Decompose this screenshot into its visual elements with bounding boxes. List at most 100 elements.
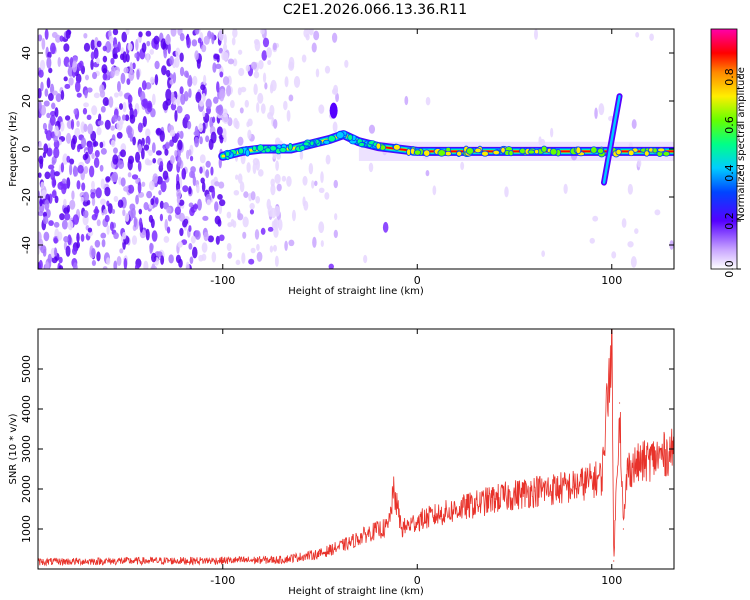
spectral-noise-blob — [54, 107, 59, 118]
spectral-noise-blob — [183, 91, 189, 102]
spectral-noise-blob — [144, 158, 151, 166]
spectral-noise-blob — [54, 171, 60, 177]
spectral-noise-blob — [177, 139, 183, 151]
spectral-noise-blob — [60, 90, 65, 101]
y-tick-label: -40 — [20, 236, 33, 254]
spectral-noise-blob — [38, 88, 42, 99]
spectral-noise-blob — [274, 173, 281, 184]
ridge-blob — [375, 142, 382, 150]
spectral-noise-blob — [273, 227, 279, 238]
spectral-noise-blob — [164, 219, 168, 231]
ridge-blob — [549, 148, 558, 156]
spectral-noise-blob — [205, 160, 211, 168]
spectral-noise-blob — [266, 198, 271, 211]
spectral-noise-blob — [212, 62, 217, 73]
spectral-noise-blob — [318, 104, 325, 114]
spectral-noise-blob — [64, 212, 71, 221]
ridge-blob — [643, 150, 650, 157]
spectral-noise-blob — [94, 150, 100, 158]
spectral-noise-blob — [244, 99, 249, 108]
spectral-noise-blob — [274, 137, 281, 146]
snr-point — [626, 468, 628, 470]
spectral-noise-blob — [137, 122, 143, 133]
spectral-noise-blob — [230, 218, 235, 227]
ridge-blob — [309, 140, 315, 146]
spectral-noise-blob — [160, 38, 167, 50]
spectral-noise-blob — [331, 32, 338, 43]
spectral-noise-blob — [311, 42, 317, 53]
spectral-noise-blob — [141, 42, 147, 53]
spectral-noise-blob — [186, 120, 192, 130]
spectral-noise-blob — [286, 109, 291, 122]
spike-core — [602, 94, 621, 184]
spectral-noise-blob — [48, 92, 54, 102]
spectral-noise-blob — [160, 255, 165, 265]
spectral-noise-blob — [142, 98, 149, 109]
spectral-noise-blob — [191, 39, 198, 47]
spectral-noise-blob — [50, 110, 56, 117]
spectral-noise-blob — [255, 195, 261, 204]
spectral-noise-blob — [368, 124, 376, 134]
spectral-noise-blob — [76, 145, 81, 153]
ridge-blob — [627, 149, 635, 157]
snr-point — [613, 560, 615, 562]
ridge-blob — [323, 139, 331, 145]
spectral-noise-blob — [175, 47, 181, 58]
spectral-noise-blob — [222, 128, 227, 139]
spectral-noise-blob — [254, 229, 260, 240]
ridge-blob — [287, 143, 293, 151]
spectral-noise-blob — [89, 165, 95, 178]
spectral-noise-blob — [81, 182, 86, 191]
spectral-noise-blob — [201, 242, 208, 253]
spectral-noise-blob — [64, 83, 71, 90]
spectral-noise-blob — [198, 100, 205, 107]
spectral-noise-blob — [158, 190, 162, 196]
spectral-noise-blob — [192, 175, 197, 187]
spectral-noise-blob — [90, 59, 94, 71]
spectral-noise-blob — [233, 189, 240, 196]
spectral-noise-blob — [159, 161, 164, 169]
spectral-noise-blob — [174, 110, 178, 122]
ridge-blob — [358, 142, 365, 147]
spectral-noise-blob — [589, 237, 595, 244]
spectral-noise-blob — [111, 171, 119, 183]
spectral-noise-blob — [113, 92, 119, 98]
spectral-noise-blob — [192, 75, 198, 86]
spectral-noise-blob — [44, 29, 49, 40]
spectral-noise-blob — [70, 118, 75, 130]
spectral-noise-blob — [275, 160, 279, 171]
spectral-noise-blob — [550, 127, 554, 138]
spectral-noise-blob — [90, 39, 96, 51]
spectral-noise-blob — [237, 49, 243, 55]
spectral-noise-blob — [101, 239, 106, 248]
spectral-noise-blob — [425, 170, 430, 177]
spectral-noise-blob — [128, 155, 135, 165]
y-tick-label: 3000 — [20, 435, 33, 463]
spectral-noise-blob — [246, 121, 250, 128]
spectral-noise-blob — [283, 100, 288, 111]
spectral-noise-blob — [127, 184, 135, 194]
spectral-noise-blob — [305, 33, 310, 41]
spectral-noise-blob — [77, 164, 84, 174]
spectral-noise-blob — [299, 150, 304, 160]
spectral-noise-blob — [218, 234, 225, 242]
spectral-noise-blob — [179, 66, 185, 77]
spectral-noise-blob — [70, 138, 76, 151]
spectral-noise-blob — [159, 200, 164, 209]
spectral-noise-blob — [68, 77, 74, 86]
spectral-noise-blob — [210, 131, 217, 144]
spectral-noise-blob — [199, 154, 206, 164]
spectral-noise-blob — [87, 227, 93, 233]
spectral-noise-blob — [232, 29, 238, 38]
x-tick-label: 0 — [414, 574, 421, 587]
spectral-noise-blob — [189, 155, 194, 162]
spectral-noise-blob — [291, 209, 296, 222]
spectrogram-plot: -100 0 100 -40 -20 0 20 40 Height of straight l… — [8, 28, 675, 297]
spectral-noise-blob — [216, 126, 223, 136]
spectral-noise-blob — [75, 73, 82, 84]
spectral-noise-blob — [69, 199, 76, 210]
spectral-noise-blob — [194, 50, 199, 61]
spectral-noise-blob — [202, 215, 209, 221]
ridge-blob — [540, 145, 548, 153]
spectral-noise-blob — [193, 130, 200, 137]
